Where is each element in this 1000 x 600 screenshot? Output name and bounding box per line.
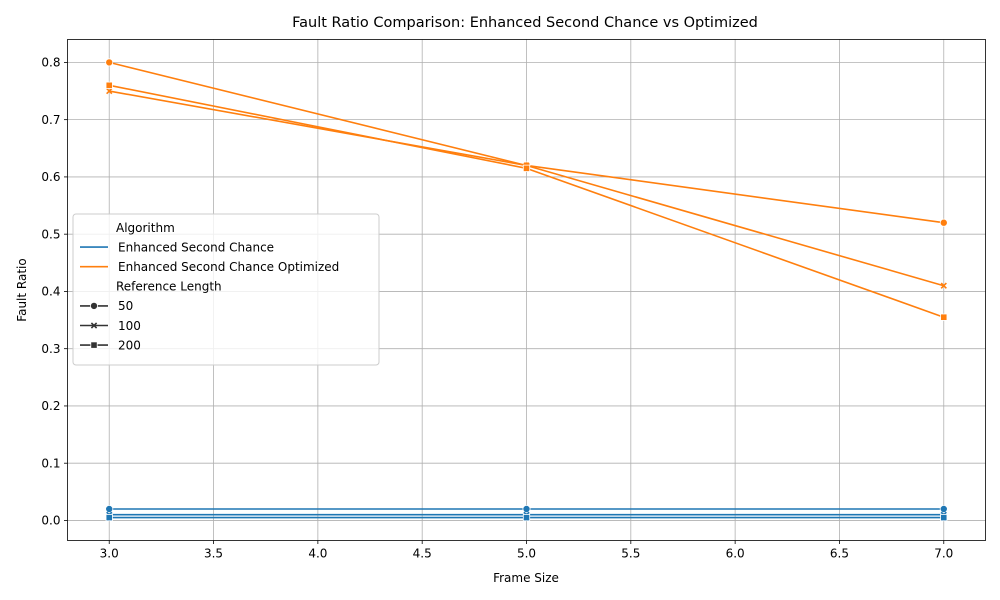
y-tick-label: 0.8 [41,56,60,70]
legend-box [72,213,380,366]
y-tick-label: 0.2 [41,399,60,413]
series-optimized-200 [105,81,948,321]
legend-marker-circle [90,301,99,310]
series-baseline-50-point [522,505,531,514]
series-baseline-200-point [105,513,113,522]
series-baseline-50-point [105,505,114,514]
x-tick-label: 7.0 [934,547,953,561]
legend: Algorithm Enhanced Second Chance Enhanced … [72,213,380,366]
series-baseline-50-point [939,505,948,514]
y-tick-label: 0.5 [41,227,60,241]
y-tick-label: 0.1 [41,456,60,470]
legend-label: 50 [118,299,133,313]
series-optimized-200-point [940,313,948,321]
series-layer [105,58,948,522]
axis-ticks: 3.0 3.5 4.0 4.5 5.0 5.5 6.0 6.5 7.0 0.0 0.1 0.2 0.3 0… [41,56,953,561]
series-optimized-200-point [105,81,113,89]
legend-title: Reference Length [116,280,222,294]
x-tick-label: 5.5 [621,547,640,561]
series-baseline-50 [105,505,948,514]
legend-label: 100 [118,319,141,333]
x-tick-label: 3.5 [204,547,223,561]
y-tick-label: 0.6 [41,170,60,184]
y-tick-label: 0.4 [41,285,60,299]
x-tick-label: 3.0 [100,547,119,561]
chart-title: Fault Ratio Comparison: Enhanced Second … [292,15,758,31]
series-optimized-50-point [939,218,948,227]
x-tick-label: 6.0 [726,547,745,561]
legend-marker-square [90,341,98,349]
series-baseline-200-point [522,513,531,522]
series-optimized-100-point [106,87,113,95]
legend-title: Algorithm [116,221,175,235]
series-optimized-200-point [522,164,531,172]
x-tick-label: 4.5 [413,547,432,561]
x-tick-label: 6.5 [830,547,849,561]
series-optimized-50-point [105,58,114,67]
legend-label: Enhanced Second Chance [118,240,274,254]
x-tick-label: 5.0 [517,547,536,561]
legend-label: Enhanced Second Chance Optimized [118,260,339,274]
y-tick-label: 0.3 [41,342,60,356]
x-axis-title: Frame Size [493,571,559,585]
series-baseline-200-point [940,513,948,522]
series-optimized-100-point [940,282,947,289]
x-tick-label: 4.0 [308,547,327,561]
y-axis-title: Fault Ratio [15,258,29,321]
legend-marker-x [90,322,98,329]
grid [67,39,986,541]
legend-label: 200 [118,338,141,352]
series-baseline-200 [105,513,948,522]
y-tick-label: 0.7 [41,113,60,127]
y-tick-label: 0.0 [41,514,60,528]
